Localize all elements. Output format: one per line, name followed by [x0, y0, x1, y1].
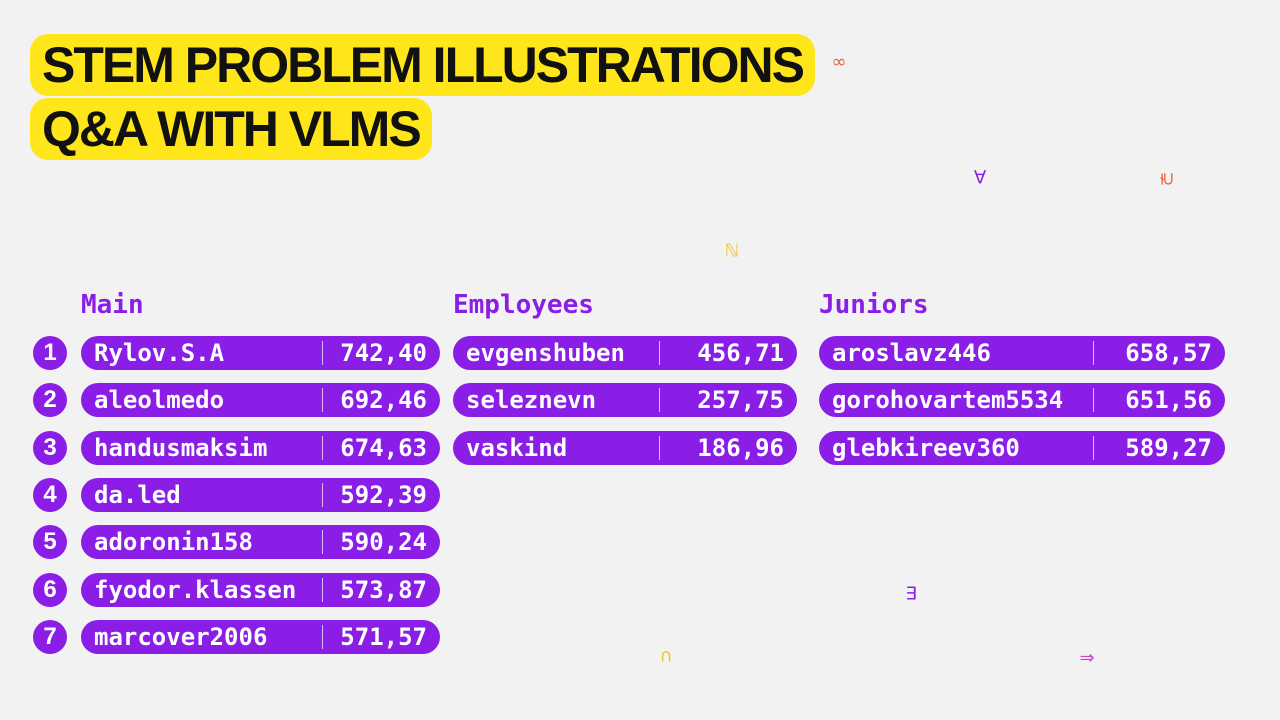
entry-pill: fyodor.klassen 573,87 [81, 572, 440, 607]
entry-pill: marcover2006 571,57 [81, 619, 440, 654]
entry-name: Rylov.S.A [94, 339, 225, 367]
entry-score: 589,27 [1125, 433, 1212, 462]
divider [322, 482, 323, 507]
divider [322, 341, 323, 365]
entry-name: marcover2006 [94, 622, 268, 651]
decor-symbol: ∃ [905, 583, 917, 605]
rank-badge: 6 [33, 572, 67, 607]
entry-score: 257,75 [697, 386, 784, 415]
entry-score: 592,39 [340, 480, 427, 509]
entry-name: fyodor.klassen [94, 575, 297, 604]
section-heading: Juniors [819, 290, 929, 320]
entry-score: 186,96 [697, 433, 784, 462]
divider [659, 341, 660, 365]
entry-pill: handusmaksim 674,63 [81, 430, 440, 465]
rank-badge: 1 [33, 336, 67, 370]
entry-score: 590,24 [340, 528, 427, 557]
entry-pill: adoronin158 590,24 [81, 525, 440, 560]
entry-score: 674,63 [340, 433, 427, 462]
title-line: STEM PROBLEM ILLUSTRATIONS [30, 34, 815, 96]
entry-score: 742,40 [340, 339, 427, 367]
entry-name: gorohovartem5534 [832, 386, 1064, 415]
rank-badge: 7 [33, 619, 67, 654]
entry-name: handusmaksim [94, 433, 268, 462]
entry-score: 573,87 [340, 575, 427, 604]
entry-pill: seleznevn 257,75 [453, 383, 797, 418]
divider [659, 435, 660, 460]
entry-pill: vaskind 186,96 [453, 430, 797, 465]
decor-symbol: ∞ [831, 51, 847, 73]
entry-score: 658,57 [1125, 339, 1212, 367]
entry-pill: glebkireev360 589,27 [819, 430, 1225, 465]
entry-name: adoronin158 [94, 528, 253, 557]
entry-pill: gorohovartem5534 651,56 [819, 383, 1225, 418]
divider [322, 435, 323, 460]
decor-symbol: ℕ [724, 240, 740, 262]
entry-name: seleznevn [466, 386, 597, 415]
title-line: Q&A WITH VLMS [30, 98, 432, 160]
entry-pill: Rylov.S.A 742,40 [81, 336, 440, 370]
decor-symbol: ∩ [659, 645, 673, 667]
entry-score: 456,71 [697, 339, 784, 367]
section-heading: Main [81, 290, 144, 320]
entry-pill: evgenshuben 456,71 [453, 336, 797, 370]
rank-badge: 5 [33, 525, 67, 560]
entry-name: glebkireev360 [832, 433, 1020, 462]
divider [1093, 435, 1094, 460]
entry-name: da.led [94, 480, 181, 509]
entry-pill: aroslavz446 658,57 [819, 336, 1225, 370]
decor-symbol: ⇒ [1079, 647, 1095, 669]
divider [322, 577, 323, 602]
entry-name: evgenshuben [466, 339, 625, 367]
divider [1093, 388, 1094, 413]
divider [1093, 341, 1094, 365]
rank-badge: 2 [33, 383, 67, 418]
divider [322, 388, 323, 413]
rank-badge: 3 [33, 430, 67, 465]
entry-name: vaskind [466, 433, 568, 462]
entry-name: aroslavz446 [832, 339, 991, 367]
entry-pill: da.led 592,39 [81, 477, 440, 512]
entry-pill: aleolmedo 692,46 [81, 383, 440, 418]
rank-badge: 4 [33, 477, 67, 512]
divider [322, 530, 323, 555]
entry-name: aleolmedo [94, 386, 225, 415]
divider [659, 388, 660, 413]
decor-symbol: ∀ [973, 167, 987, 189]
entry-score: 692,46 [340, 386, 427, 415]
decor-symbol: ⊋ [1156, 171, 1178, 187]
entry-score: 571,57 [340, 622, 427, 651]
entry-score: 651,56 [1125, 386, 1212, 415]
divider [322, 624, 323, 649]
section-heading: Employees [453, 290, 594, 320]
